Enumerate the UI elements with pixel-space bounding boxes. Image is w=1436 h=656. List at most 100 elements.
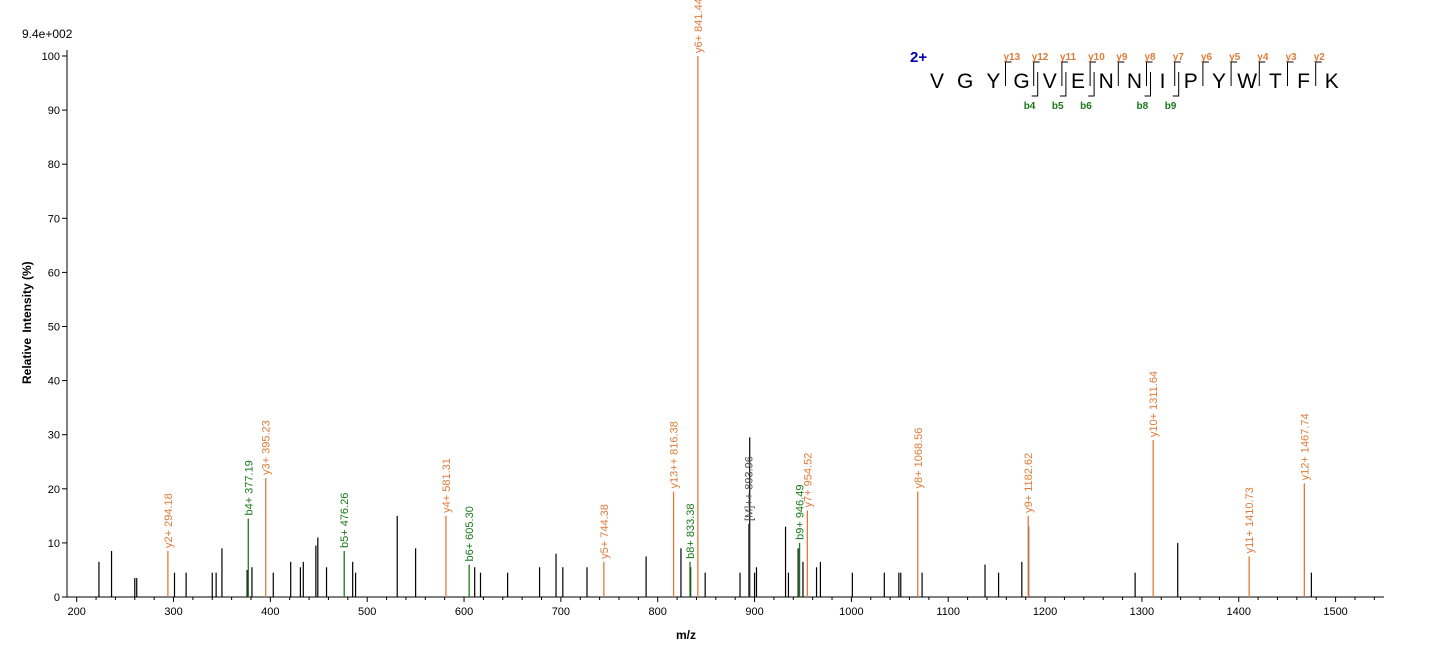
y-ion-label: y8 — [1145, 52, 1157, 63]
y-tick-label: 40 — [48, 376, 60, 388]
precursor-ion-peak-label: [M]++ 893.96 — [744, 456, 756, 521]
b-ion-label: b5 — [1052, 101, 1064, 112]
y-ion-cleavage-marker — [1089, 61, 1097, 86]
y-ion-peak-label: y11+ 1410.73 — [1244, 487, 1256, 553]
sequence-residue: T — [1269, 70, 1282, 93]
y-ion-label: y10 — [1088, 52, 1105, 63]
b-ion-label: b4 — [1024, 101, 1036, 112]
b-ion-label: b8 — [1137, 101, 1149, 112]
b-ion-cleavage-marker — [1031, 72, 1039, 97]
x-tick-label: 1500 — [1323, 606, 1347, 618]
y-tick-label: 10 — [48, 538, 60, 550]
x-tick-label: 1200 — [1033, 606, 1057, 618]
y-tick-label: 20 — [48, 484, 60, 496]
chart-axes: 0 10 20 30 40 50 60 70 80 90 100 200 300 400 500 600 700… — [42, 50, 1384, 618]
sequence-residue: W — [1237, 70, 1257, 93]
b-ion-peak-label: b4+ 377.19 — [243, 460, 255, 515]
y-ion-label: y6 — [1201, 52, 1213, 63]
y-ion-peak-label: y12+ 1467.74 — [1299, 413, 1311, 480]
sequence-residue: G — [1013, 70, 1029, 93]
y-ion-cleavage-marker — [1033, 61, 1040, 86]
y-axis-title: Relative Intensity (%) — [20, 261, 34, 384]
sequence-residue: K — [1325, 70, 1339, 93]
sequence-residue: F — [1297, 70, 1310, 93]
y-ion-peak-label: y2+ 294.18 — [163, 493, 175, 548]
y-ion-cleavage-marker — [1315, 61, 1322, 86]
y-ion-label: y4 — [1257, 52, 1269, 63]
y-ion-label: y5 — [1229, 52, 1241, 63]
b-ion-label: b9 — [1165, 101, 1177, 112]
b-ion-peak-label: b9+ 946.49 — [795, 485, 807, 540]
y-ion-label: y12 — [1032, 52, 1049, 63]
y-axis-title-part-1: Relative — [20, 338, 34, 384]
x-tick-label: 1000 — [839, 606, 863, 618]
peak-labels: y2+ 294.18 b4+ 377.19 y3+ 395.23 b5+ 476.26… — [163, 0, 1311, 562]
sequence-residue: N — [1127, 70, 1142, 93]
y-ion-label: y11 — [1060, 52, 1077, 63]
y-ion-peak-label: y5+ 744.38 — [599, 504, 611, 559]
y-tick-label: 50 — [48, 322, 60, 334]
y-ion-cleavage-marker — [1146, 61, 1153, 86]
sequence-residue: G — [957, 70, 973, 93]
y-ion-label: y2 — [1314, 52, 1326, 63]
y-tick-label: 60 — [48, 267, 60, 279]
b-ion-cleavage-marker — [1172, 72, 1180, 97]
y-tick-label: 100 — [42, 51, 60, 63]
sequence-residue: I — [1160, 70, 1166, 93]
x-tick-label: 1100 — [936, 606, 960, 618]
y-ion-peak-label: y9+ 1182.62 — [1023, 453, 1035, 513]
sequence-residue: E — [1071, 70, 1085, 93]
b-ion-peak-label: b8+ 833.38 — [685, 503, 697, 558]
b-ion-label: b6 — [1080, 101, 1092, 112]
y-ion-cleavage-marker — [1174, 61, 1181, 86]
y-ion-peak-label: y4+ 581.31 — [441, 458, 453, 513]
x-tick-label: 300 — [164, 606, 182, 618]
x-tick-label: 200 — [68, 606, 86, 618]
y-ion-peak-label: y3+ 395.23 — [261, 420, 273, 475]
y-ion-peak-label: y13++ 816.38 — [669, 421, 681, 488]
y-ion-peak-label: y10+ 1311.64 — [1148, 371, 1160, 437]
y-ion-label: y13 — [1004, 52, 1021, 63]
x-tick-label: 800 — [649, 606, 667, 618]
charge-state-label: 2+ — [910, 49, 927, 66]
y-tick-label: 90 — [48, 105, 60, 117]
y-ion-cleavage-marker — [1061, 61, 1068, 86]
y-tick-label: 0 — [54, 592, 60, 604]
y-ion-cleavage-marker — [1258, 61, 1266, 86]
b-ion-cleavage-marker — [1088, 72, 1095, 97]
y-ion-cleavage-marker — [1005, 61, 1012, 86]
x-tick-label: 600 — [455, 606, 473, 618]
x-tick-label: 400 — [261, 606, 279, 618]
sequence-residue: P — [1184, 70, 1198, 93]
y-ion-cleavage-marker — [1202, 61, 1209, 86]
x-tick-label: 1400 — [1227, 606, 1251, 618]
y-tick-label: 30 — [48, 430, 60, 442]
spectrum-peaks — [98, 56, 1312, 597]
y-ion-peak-label: y6+ 841.44 — [693, 0, 705, 53]
sequence-residue: V — [930, 70, 944, 93]
x-tick-label: 900 — [745, 606, 763, 618]
y-axis-title-part-2: Intensity (%) — [20, 261, 34, 332]
sequence-residue: N — [1099, 70, 1114, 93]
y-tick-label: 70 — [48, 213, 60, 225]
y-ion-cleavage-marker — [1117, 61, 1125, 86]
x-axis-title: m/z — [676, 628, 696, 642]
y-ion-label: y3 — [1286, 52, 1298, 63]
x-tick-label: 700 — [552, 606, 570, 618]
sequence-residue: Y — [986, 70, 1000, 93]
y-tick-label: 80 — [48, 159, 60, 171]
sequence-residue: Y — [1212, 70, 1226, 93]
x-tick-label: 1300 — [1130, 606, 1154, 618]
y-ion-peak-label: y8+ 1068.56 — [913, 428, 925, 489]
sequence-residue: V — [1043, 70, 1057, 93]
intensity-scale-label: 9.4e+002 — [22, 27, 73, 41]
y-ion-cleavage-marker — [1287, 61, 1294, 86]
b-ion-cleavage-marker — [1059, 72, 1067, 97]
b-ion-peak-label: b5+ 476.26 — [339, 493, 351, 548]
b-ion-cleavage-marker — [1144, 72, 1151, 97]
y-ion-label: y7 — [1173, 52, 1185, 63]
b-ion-peak-label: b6+ 605.30 — [464, 506, 476, 561]
y-ion-label: y9 — [1116, 52, 1128, 63]
